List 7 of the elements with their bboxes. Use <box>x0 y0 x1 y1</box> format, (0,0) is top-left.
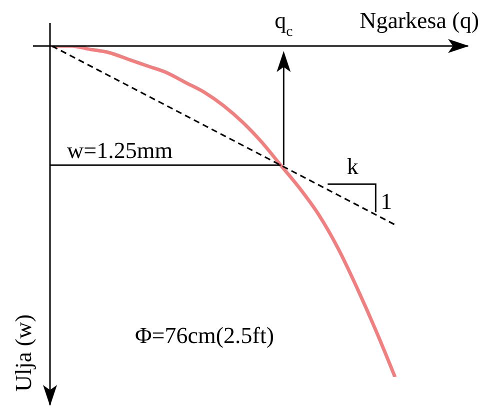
text: q$_{c}$ <box>274 8 294 40</box>
annotation: 1 <box>380 189 392 214</box>
annotation: w=1.25mm <box>67 138 173 164</box>
x-axis-title: Ngarkesa (q) <box>360 8 479 33</box>
annotation: k <box>346 154 359 180</box>
annotation: Φ=76cm(2.5ft) <box>135 323 274 348</box>
y-axis-title: Ulja (w) <box>11 314 36 392</box>
